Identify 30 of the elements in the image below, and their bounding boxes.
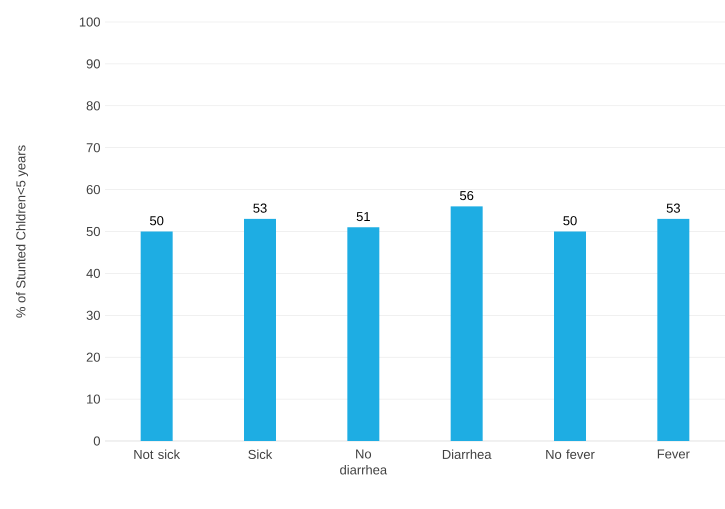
- x-tick-label: Sick: [248, 450, 272, 460]
- y-tick-label: 30: [86, 310, 100, 320]
- x-tick-label: Fever: [658, 450, 690, 459]
- data-label: 51: [356, 212, 370, 222]
- y-tick-label: 90: [86, 59, 100, 68]
- x-tick-label: No fever: [546, 450, 595, 460]
- bar: [657, 218, 690, 441]
- bar: [244, 218, 276, 441]
- x-tick-label: Not sick: [134, 450, 180, 460]
- y-tick-label: 40: [86, 268, 100, 278]
- y-axis-title: % of Stunted Chldren<5 years: [16, 145, 28, 318]
- data-label: 50: [150, 216, 164, 226]
- bar: [450, 206, 483, 441]
- y-tick-label: 50: [86, 226, 100, 236]
- x-tick-label: No diarrhea: [340, 450, 388, 474]
- bar: [347, 227, 380, 441]
- data-label: 56: [460, 190, 474, 200]
- y-tick-label: 60: [86, 185, 100, 194]
- y-tick-label: 10: [87, 394, 100, 404]
- y-tick-label: 70: [86, 143, 100, 152]
- data-label: 53: [666, 204, 680, 213]
- bar: [140, 231, 173, 441]
- y-tick-label: 20: [86, 352, 100, 362]
- y-tick-label: 100: [80, 17, 100, 27]
- bar: [554, 231, 586, 441]
- x-tick-label: Diarrhea: [442, 450, 492, 460]
- y-tick-label: 80: [86, 101, 100, 110]
- y-tick-label: 0: [94, 436, 100, 446]
- data-label: 53: [253, 204, 267, 213]
- data-label: 50: [563, 216, 577, 226]
